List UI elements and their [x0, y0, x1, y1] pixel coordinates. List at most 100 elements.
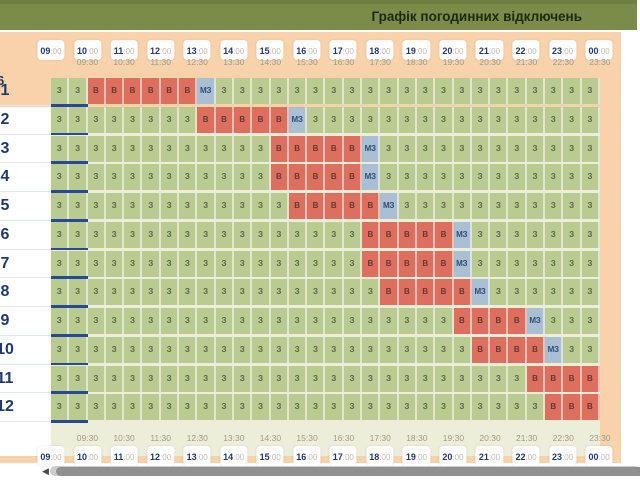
header-half-hour-label: 17:30 — [369, 57, 391, 67]
hour-text: 13 — [186, 452, 197, 462]
schedule-cell: З — [526, 250, 546, 277]
schedule-cell: З — [490, 221, 509, 248]
schedule-cell: З — [526, 135, 546, 162]
schedule-cell: З — [398, 394, 417, 421]
schedule-cell: З — [233, 164, 253, 191]
schedule-cell: В — [325, 193, 344, 219]
horizontal-scrollbar-thumb[interactable] — [56, 466, 640, 476]
queue-row: З З З З З З З З З З З З З З З З З З З З З З В В В В МЗ З З З — [51, 308, 600, 334]
queue-row-label: 1 — [0, 82, 10, 99]
minute-text: :00 — [269, 453, 281, 462]
schedule-cell: З — [124, 106, 143, 133]
schedule-cell: З — [453, 193, 472, 219]
footer-hour-label: 21:00 — [475, 446, 504, 466]
footer-half-hour-label: 20:30 — [479, 433, 501, 443]
schedule-cell: З — [270, 250, 289, 277]
minute-text: :00 — [379, 47, 391, 56]
schedule-cell: З — [563, 106, 582, 133]
schedule-surface: 6 ··· 09:0009:0010:0010:0011:0011:0012:0… — [0, 32, 621, 466]
schedule-cell: З — [380, 78, 399, 104]
schedule-cell: З — [179, 308, 198, 334]
schedule-cell: З — [362, 279, 381, 306]
schedule-cell: З — [508, 164, 527, 191]
header-half-hour-label: 23:30 — [589, 57, 611, 67]
schedule-cell: З — [471, 106, 491, 133]
schedule-cell: З — [179, 135, 198, 162]
schedule-cell: З — [362, 365, 381, 392]
hour-text: 15 — [259, 452, 270, 462]
schedule-cell: З — [105, 308, 125, 334]
header-half-hour-label: 14:30 — [259, 57, 282, 67]
schedule-cell: З — [453, 394, 472, 421]
schedule-cell: З — [362, 78, 381, 104]
schedule-cell: З — [142, 193, 161, 219]
schedule-cell: З — [197, 394, 216, 421]
schedule-cell: З — [252, 221, 271, 248]
queue-row-label: 3 — [0, 139, 10, 157]
schedule-cell: З — [398, 193, 417, 219]
schedule-cell: З — [69, 106, 88, 133]
footer-half-hour-label: 22:30 — [552, 433, 574, 443]
schedule-cell: З — [252, 394, 271, 421]
hour-text: 10 — [76, 46, 87, 56]
footer-half-hour-label: 18:30 — [406, 433, 428, 443]
footer-half-hour-label: 17:30 — [369, 433, 391, 443]
schedule-cell: З — [51, 135, 70, 162]
header-hour-label: 21:00 — [475, 40, 504, 60]
scroll-left-button[interactable]: ◀ — [42, 466, 49, 476]
schedule-cell: З — [197, 336, 216, 363]
schedule-cell: З — [69, 394, 88, 421]
footer-half-hour-label: 11:30 — [150, 433, 171, 443]
schedule-cell: В — [362, 250, 381, 277]
schedule-cell: З — [563, 308, 582, 334]
schedule-cell: В — [416, 221, 436, 248]
schedule-cell: В — [362, 221, 381, 248]
schedule-cell: В — [197, 106, 216, 133]
header-half-hour-label: 09:30 — [76, 57, 99, 67]
schedule-cell: З — [563, 193, 582, 219]
schedule-cell: З — [105, 365, 125, 392]
schedule-cell: З — [526, 193, 546, 219]
schedule-cell: З — [142, 135, 161, 162]
schedule-cell: З — [142, 164, 161, 191]
footer-hour-label: 12:00 — [147, 446, 175, 466]
schedule-cell: З — [343, 250, 363, 277]
footer-hour-label: 11:00 — [110, 446, 138, 466]
schedule-cell: З — [160, 308, 180, 334]
schedule-cell: МЗ — [197, 78, 216, 104]
schedule-cell: В — [398, 221, 417, 248]
schedule-cell: З — [87, 106, 106, 133]
header-half-hour-label: 22:30 — [552, 57, 574, 67]
schedule-cell: З — [490, 164, 509, 191]
queue-row-label: 11 — [0, 369, 14, 387]
schedule-cell: З — [398, 164, 417, 191]
schedule-cell: З — [490, 135, 509, 162]
schedule-cell: В — [453, 308, 472, 334]
schedule-cell: З — [435, 78, 454, 104]
minute-text: :00 — [342, 47, 354, 56]
header-hour-label: 15:00 — [256, 40, 284, 60]
schedule-cell: В — [124, 78, 143, 104]
current-column-separator — [51, 247, 88, 251]
schedule-cell: З — [490, 394, 509, 421]
schedule-cell: З — [252, 308, 271, 334]
hour-text: 21 — [478, 46, 489, 56]
schedule-cell: З — [179, 365, 198, 392]
schedule-cell: З — [453, 106, 472, 133]
schedule-cell: З — [124, 394, 143, 421]
schedule-cell: З — [160, 365, 180, 392]
schedule-cell: З — [563, 221, 582, 248]
minute-text: :00 — [50, 47, 62, 56]
schedule-cell: З — [307, 365, 326, 392]
schedule-cell: З — [233, 221, 253, 248]
queue-row-label: 2 — [0, 110, 10, 128]
schedule-cell: З — [51, 365, 70, 392]
schedule-cell: З — [563, 78, 582, 104]
horizontal-scrollbar-track[interactable] — [50, 466, 640, 476]
schedule-cell: З — [416, 78, 436, 104]
schedule-cell: З — [526, 78, 546, 104]
schedule-cell: З — [288, 221, 308, 248]
schedule-cell: З — [124, 250, 143, 277]
